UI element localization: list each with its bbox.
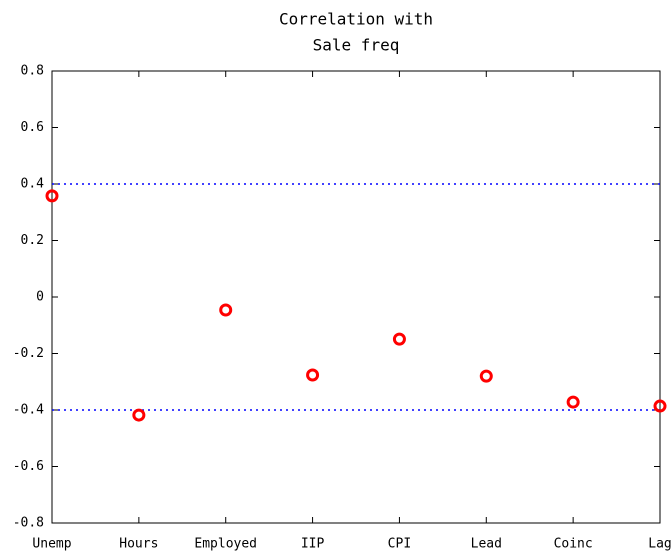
point bbox=[219, 303, 233, 317]
x-tick-label: Lag bbox=[648, 537, 671, 552]
point bbox=[566, 395, 580, 409]
chart-title: Sale freq bbox=[313, 36, 400, 55]
x-tick-label: Hours bbox=[119, 537, 158, 552]
point bbox=[653, 399, 667, 413]
point bbox=[45, 189, 59, 203]
y-tick-label: 0 bbox=[36, 290, 44, 305]
y-tick-label: -0.4 bbox=[13, 403, 44, 418]
point bbox=[479, 369, 493, 383]
point bbox=[132, 408, 146, 422]
point bbox=[306, 368, 320, 382]
x-tick-label: IIP bbox=[301, 537, 325, 552]
y-tick-label: -0.8 bbox=[13, 516, 44, 531]
y-tick-label: 0.8 bbox=[21, 64, 44, 79]
chart-title: Correlation with bbox=[279, 10, 433, 29]
x-tick-label: Coinc bbox=[554, 537, 593, 552]
x-tick-label: Lead bbox=[471, 537, 502, 552]
x-tick-label: CPI bbox=[388, 537, 411, 552]
x-tick-label: Employed bbox=[194, 537, 257, 552]
y-tick-label: -0.6 bbox=[13, 459, 44, 474]
y-tick-label: 0.6 bbox=[21, 120, 44, 135]
x-tick-label: Unemp bbox=[32, 537, 71, 552]
y-tick-label: -0.2 bbox=[13, 346, 44, 361]
y-tick-label: 0.2 bbox=[21, 233, 44, 248]
point bbox=[392, 332, 406, 346]
y-tick-label: 0.4 bbox=[21, 177, 45, 192]
